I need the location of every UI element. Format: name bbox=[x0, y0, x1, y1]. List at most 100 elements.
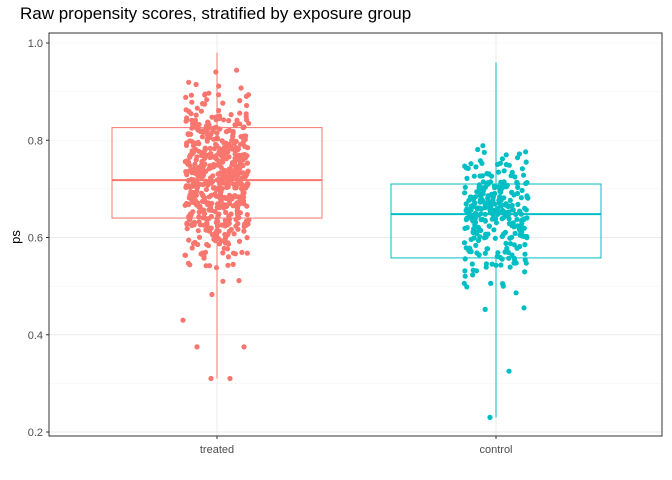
point-treated bbox=[242, 151, 248, 158]
point-treated bbox=[202, 91, 208, 97]
point-treated bbox=[211, 236, 217, 242]
point-control bbox=[508, 173, 514, 179]
point-treated bbox=[192, 161, 198, 167]
point-treated bbox=[211, 164, 217, 170]
point-control bbox=[479, 216, 485, 222]
point-control bbox=[519, 166, 526, 172]
point-control bbox=[502, 184, 508, 190]
point-treated bbox=[245, 168, 251, 174]
y-tick-label: 0.4 bbox=[28, 330, 43, 342]
point-treated bbox=[208, 175, 214, 181]
point-control bbox=[482, 250, 488, 256]
point-control bbox=[496, 184, 502, 190]
point-treated bbox=[234, 67, 240, 73]
point-control bbox=[490, 197, 496, 203]
chart-title: Raw propensity scores, stratified by exp… bbox=[20, 4, 412, 23]
point-control bbox=[488, 280, 494, 286]
point-treated bbox=[188, 92, 194, 98]
point-treated bbox=[190, 143, 196, 149]
point-treated bbox=[200, 129, 207, 135]
point-treated bbox=[190, 194, 196, 200]
point-treated bbox=[221, 140, 227, 146]
point-control bbox=[480, 143, 486, 149]
point-treated bbox=[209, 232, 215, 238]
point-control bbox=[476, 182, 482, 188]
point-control bbox=[503, 240, 509, 246]
point-treated bbox=[204, 132, 210, 138]
point-treated bbox=[219, 157, 226, 163]
jitter-points bbox=[180, 67, 531, 420]
point-treated bbox=[204, 222, 210, 228]
point-treated bbox=[226, 198, 233, 204]
point-control bbox=[498, 262, 504, 268]
y-tick-label: 1.0 bbox=[28, 38, 43, 50]
point-control bbox=[507, 264, 513, 270]
point-treated bbox=[183, 184, 189, 190]
point-treated bbox=[216, 241, 223, 247]
point-control bbox=[522, 251, 528, 257]
point-control bbox=[518, 226, 524, 232]
point-treated bbox=[226, 220, 232, 226]
point-control bbox=[496, 197, 502, 203]
point-treated bbox=[224, 178, 231, 184]
point-control bbox=[463, 245, 469, 251]
point-control bbox=[509, 189, 515, 196]
point-treated bbox=[244, 250, 250, 256]
point-control bbox=[461, 240, 468, 246]
point-control bbox=[492, 201, 498, 207]
point-control bbox=[522, 242, 528, 248]
point-treated bbox=[229, 160, 236, 166]
point-treated bbox=[241, 190, 247, 196]
point-control bbox=[524, 233, 530, 240]
point-control bbox=[473, 242, 479, 248]
point-treated bbox=[213, 69, 219, 75]
point-treated bbox=[214, 177, 220, 183]
point-treated bbox=[226, 217, 232, 223]
point-treated bbox=[187, 153, 193, 160]
point-treated bbox=[183, 169, 189, 175]
point-treated bbox=[195, 228, 201, 234]
point-treated bbox=[201, 207, 207, 213]
point-treated bbox=[228, 211, 234, 217]
point-control bbox=[485, 231, 491, 237]
point-control bbox=[468, 161, 474, 167]
point-treated bbox=[210, 126, 216, 132]
point-control bbox=[501, 168, 507, 174]
point-treated bbox=[226, 141, 232, 148]
point-treated bbox=[233, 223, 239, 229]
point-control bbox=[493, 220, 499, 226]
point-treated bbox=[186, 237, 192, 243]
point-control bbox=[503, 201, 509, 207]
point-treated bbox=[224, 184, 231, 190]
point-treated bbox=[186, 213, 192, 220]
point-control bbox=[474, 231, 480, 237]
point-control bbox=[519, 217, 525, 223]
point-treated bbox=[217, 181, 223, 187]
point-treated bbox=[242, 143, 248, 150]
outlier-point-treated bbox=[227, 375, 233, 382]
point-control bbox=[502, 213, 508, 219]
point-control bbox=[523, 149, 529, 155]
point-control bbox=[489, 261, 495, 267]
point-control bbox=[507, 197, 513, 203]
point-control bbox=[500, 283, 506, 289]
point-control bbox=[524, 180, 530, 186]
point-treated bbox=[232, 193, 238, 199]
point-treated bbox=[182, 159, 188, 165]
point-control bbox=[522, 257, 528, 263]
point-treated bbox=[233, 216, 239, 223]
point-control bbox=[515, 184, 521, 190]
point-treated bbox=[198, 108, 204, 114]
point-control bbox=[523, 159, 529, 165]
point-control bbox=[493, 262, 499, 268]
point-treated bbox=[195, 127, 201, 133]
point-control bbox=[497, 160, 503, 166]
point-control bbox=[491, 227, 497, 233]
point-treated bbox=[200, 193, 206, 199]
point-treated bbox=[204, 179, 210, 185]
point-control bbox=[495, 210, 501, 216]
point-treated bbox=[238, 85, 244, 91]
y-axis-title: ps bbox=[8, 230, 23, 244]
point-treated bbox=[241, 228, 247, 234]
